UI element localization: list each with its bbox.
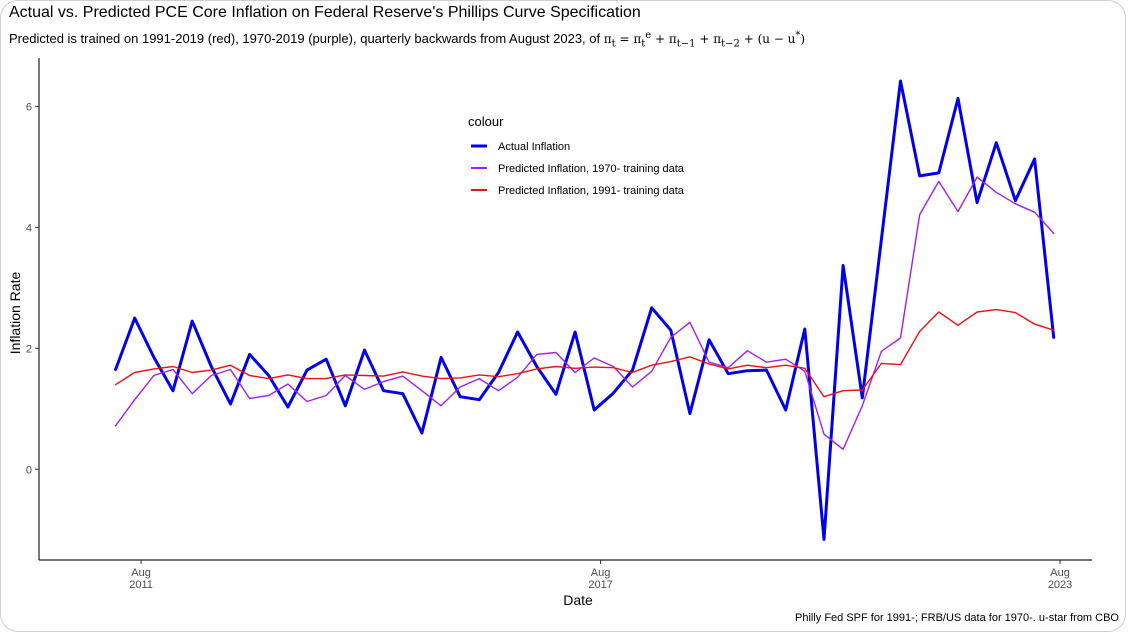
series-line-predicted-inflation-1991-training-data: [114, 308, 1055, 398]
series-layer: [114, 79, 1056, 541]
legend-label: Predicted Inflation, 1970- training data: [498, 163, 685, 175]
series-line-actual-inflation: [114, 79, 1056, 541]
x-tick-label-year: 2023: [1048, 579, 1072, 591]
x-axis-title: Date: [563, 592, 593, 608]
x-tick-label-month: Aug: [1050, 567, 1070, 579]
x-tick-label-month: Aug: [591, 567, 611, 579]
x-tick-label-year: 2017: [588, 579, 612, 591]
y-tick-label: 6: [26, 101, 32, 113]
chart-title: Actual vs. Predicted PCE Core Inflation …: [9, 4, 641, 21]
y-axis-title: Inflation Rate: [7, 272, 23, 355]
y-tick-label: 2: [26, 343, 32, 355]
x-tick-label-month: Aug: [131, 567, 151, 579]
y-tick-label: 4: [26, 222, 32, 234]
y-tick-label: 0: [26, 464, 32, 476]
axes: [38, 58, 1092, 561]
legend: colour Actual Inflation Predicted Inflatio…: [468, 114, 685, 197]
x-tick-label-year: 2011: [129, 579, 153, 591]
source-caption: Philly Fed SPF for 1991-; FRB/US data fo…: [794, 612, 1119, 624]
chart-subtitle: Predicted is trained on 1991-2019 (red),…: [9, 30, 805, 49]
series-line-predicted-inflation-1970-training-data: [114, 176, 1055, 450]
legend-title: colour: [468, 114, 504, 129]
phillips-curve-formula: πt = πte + πt−1 + πt−2 + (u − u*): [603, 30, 806, 50]
legend-label: Actual Inflation: [498, 141, 570, 153]
subtitle-text: Predicted is trained on 1991-2019 (red),…: [9, 31, 601, 46]
legend-label: Predicted Inflation, 1991- training data: [498, 185, 685, 197]
